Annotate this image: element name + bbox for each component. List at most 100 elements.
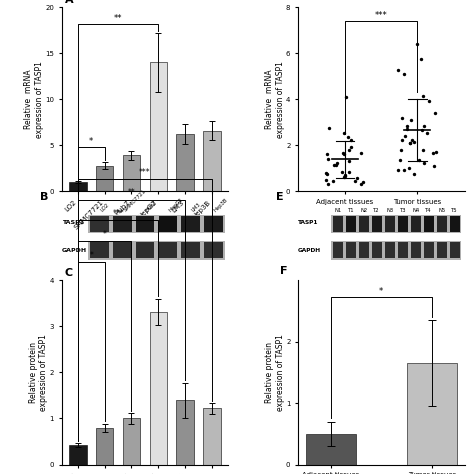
Point <box>419 146 427 154</box>
Point <box>340 173 348 181</box>
Bar <box>437 242 447 258</box>
Bar <box>437 216 447 232</box>
Bar <box>150 311 167 465</box>
Text: *: * <box>89 137 93 146</box>
Point <box>398 136 405 144</box>
Bar <box>113 216 132 232</box>
Point <box>342 93 350 100</box>
Point <box>323 170 331 178</box>
Bar <box>136 242 155 258</box>
Bar <box>384 216 395 232</box>
Point <box>407 116 415 124</box>
Point <box>338 168 346 175</box>
Point <box>345 168 353 176</box>
Point <box>359 178 367 185</box>
Bar <box>176 134 194 191</box>
Point <box>324 180 332 188</box>
Point <box>347 143 355 151</box>
Text: N2: N2 <box>360 208 367 213</box>
Bar <box>424 242 434 258</box>
Text: TASP1: TASP1 <box>62 220 84 225</box>
Bar <box>333 242 343 258</box>
Bar <box>424 216 434 232</box>
Point <box>330 161 337 169</box>
Point <box>344 133 352 141</box>
Text: GAPDH: GAPDH <box>62 248 87 253</box>
Point <box>340 150 347 158</box>
Bar <box>410 242 421 258</box>
Text: GAPDH: GAPDH <box>298 248 321 253</box>
Bar <box>88 215 225 233</box>
Bar <box>204 242 223 258</box>
Bar <box>96 428 113 465</box>
Point <box>397 146 404 153</box>
Bar <box>69 182 87 191</box>
Point <box>340 129 347 137</box>
Text: ***: *** <box>139 168 151 177</box>
Point <box>420 159 428 167</box>
Bar <box>69 445 87 465</box>
Point <box>420 122 428 129</box>
Point <box>326 125 333 132</box>
Point <box>418 55 425 63</box>
Bar <box>182 242 200 258</box>
Bar <box>91 216 109 232</box>
Bar <box>333 216 343 232</box>
Point <box>413 40 421 48</box>
Y-axis label: Relative  mRNA
expression of TASP1: Relative mRNA expression of TASP1 <box>265 61 284 137</box>
Bar <box>398 216 408 232</box>
Bar <box>372 216 382 232</box>
Text: LM3: LM3 <box>191 202 202 213</box>
Text: T3: T3 <box>400 208 406 213</box>
Bar <box>88 241 225 259</box>
Bar <box>407 363 457 465</box>
Bar <box>113 242 132 258</box>
Text: HepG2: HepG2 <box>168 197 184 213</box>
Text: F: F <box>281 266 288 276</box>
Text: LO2: LO2 <box>100 202 110 213</box>
Text: T4: T4 <box>425 208 432 213</box>
Point <box>394 166 401 174</box>
Point <box>419 92 427 100</box>
Bar <box>123 155 140 191</box>
Text: N4: N4 <box>412 208 419 213</box>
Point <box>425 97 433 105</box>
Text: Hep3B: Hep3B <box>213 197 229 213</box>
Bar <box>359 216 369 232</box>
Y-axis label: Relative  mRNA
expression of TASP1: Relative mRNA expression of TASP1 <box>24 61 44 137</box>
Bar <box>398 242 408 258</box>
Point <box>341 171 348 179</box>
Point <box>339 149 346 156</box>
Point <box>342 173 349 180</box>
Text: ***: *** <box>112 209 124 218</box>
Point <box>431 109 439 117</box>
Bar <box>331 241 461 259</box>
Point <box>406 139 414 147</box>
Point <box>423 129 431 137</box>
Bar <box>410 216 421 232</box>
Bar <box>204 216 223 232</box>
Point <box>410 171 418 178</box>
Text: *: * <box>90 251 93 260</box>
Point <box>347 136 355 144</box>
Text: TASP1: TASP1 <box>298 220 319 225</box>
Point <box>354 174 361 182</box>
Point <box>429 149 437 156</box>
Bar <box>306 434 356 465</box>
Bar <box>176 400 194 465</box>
Bar <box>182 216 200 232</box>
Text: B: B <box>40 191 48 201</box>
Point <box>401 132 409 140</box>
Text: ***: *** <box>375 11 388 20</box>
Bar <box>159 242 177 258</box>
Text: **: ** <box>114 14 122 23</box>
Point <box>399 114 406 122</box>
Point <box>346 157 353 164</box>
Text: Huh7: Huh7 <box>145 200 159 213</box>
Point <box>394 66 401 74</box>
Point <box>329 177 337 185</box>
Point <box>333 159 341 167</box>
Bar <box>203 408 220 465</box>
Y-axis label: Relative protein
expression of TASP1: Relative protein expression of TASP1 <box>265 334 284 411</box>
Bar <box>449 216 460 232</box>
